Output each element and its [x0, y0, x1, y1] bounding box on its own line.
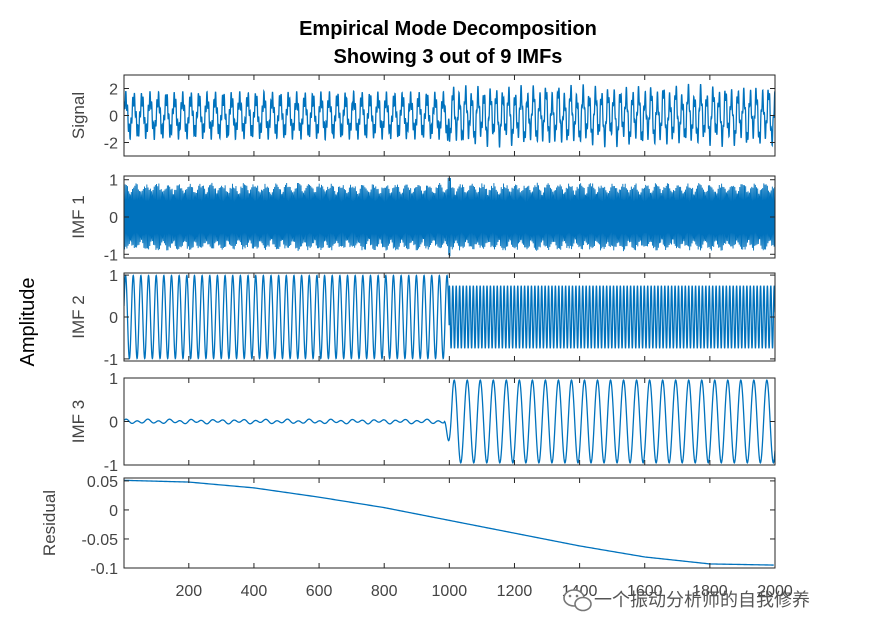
panel-imf1: -1 0 1 IMF 1 [69, 173, 776, 264]
chart-title-line-1: Empirical Mode Decomposition [299, 18, 597, 40]
x-tick-label: 1200 [497, 583, 533, 600]
panel-label-signal: Signal [69, 92, 88, 139]
panel-imf3: -1 0 1 IMF 3 [69, 371, 776, 475]
x-tick-label: 600 [306, 583, 333, 600]
watermark-text: 一个振动分析师的自我修养 [594, 590, 810, 611]
y-tick-label: -1 [104, 352, 118, 369]
series-line-imf2 [124, 274, 775, 360]
x-tick-label: 1000 [432, 583, 468, 600]
series-line-signal [124, 83, 775, 148]
wechat-icon [563, 589, 592, 612]
y-tick-label: -0.1 [90, 561, 118, 578]
panel-label-imf2: IMF 2 [69, 295, 88, 338]
y-tick-label: 0 [109, 109, 118, 126]
x-tick-label: 200 [175, 583, 202, 600]
y-tick-label: 1 [109, 268, 118, 285]
x-tick-label: 400 [241, 583, 268, 600]
y-tick-label: -0.05 [82, 532, 119, 549]
y-tick-label: 1 [109, 173, 118, 190]
series-line-imf3 [124, 378, 775, 465]
y-tick-label: -1 [104, 247, 118, 264]
watermark: 一个振动分析师的自我修养 [563, 589, 810, 612]
y-tick-label: 0 [109, 310, 118, 327]
panel-label-residual: Residual [40, 490, 59, 556]
y-tick-label: 0 [109, 503, 118, 520]
y-tick-label: 0.05 [87, 474, 118, 491]
y-tick-label: -2 [104, 136, 118, 153]
chart-title-line-2: Showing 3 out of 9 IMFs [334, 46, 563, 68]
y-tick-label: 0 [109, 210, 118, 227]
panels: -2 0 2 Signal -1 0 1 IMF 1 -1 0 1 IMF 2 -1 0 1 IMF 3 -0.… [40, 74, 776, 578]
series-line-residual [124, 479, 774, 566]
panel-signal: -2 0 2 Signal [69, 74, 776, 157]
x-tick-label: 2000 [757, 583, 793, 600]
panel-imf2: -1 0 1 IMF 2 [69, 268, 776, 369]
y-axis-label: Amplitude [17, 278, 39, 367]
y-tick-label: 1 [109, 371, 118, 388]
panel-residual: -0.1 -0.05 0 0.05 Residual [40, 474, 776, 578]
axes-box-residual [123, 477, 776, 569]
x-tick-label: 1600 [627, 583, 663, 600]
series-line-imf1 [124, 177, 775, 257]
x-tick-label: 800 [371, 583, 398, 600]
panel-label-imf1: IMF 1 [69, 195, 88, 238]
y-tick-label: 2 [109, 82, 118, 99]
x-tick-label: 1800 [692, 583, 728, 600]
y-tick-label: -1 [104, 458, 118, 475]
panel-label-imf3: IMF 3 [69, 400, 88, 443]
y-tick-label: 0 [109, 415, 118, 432]
